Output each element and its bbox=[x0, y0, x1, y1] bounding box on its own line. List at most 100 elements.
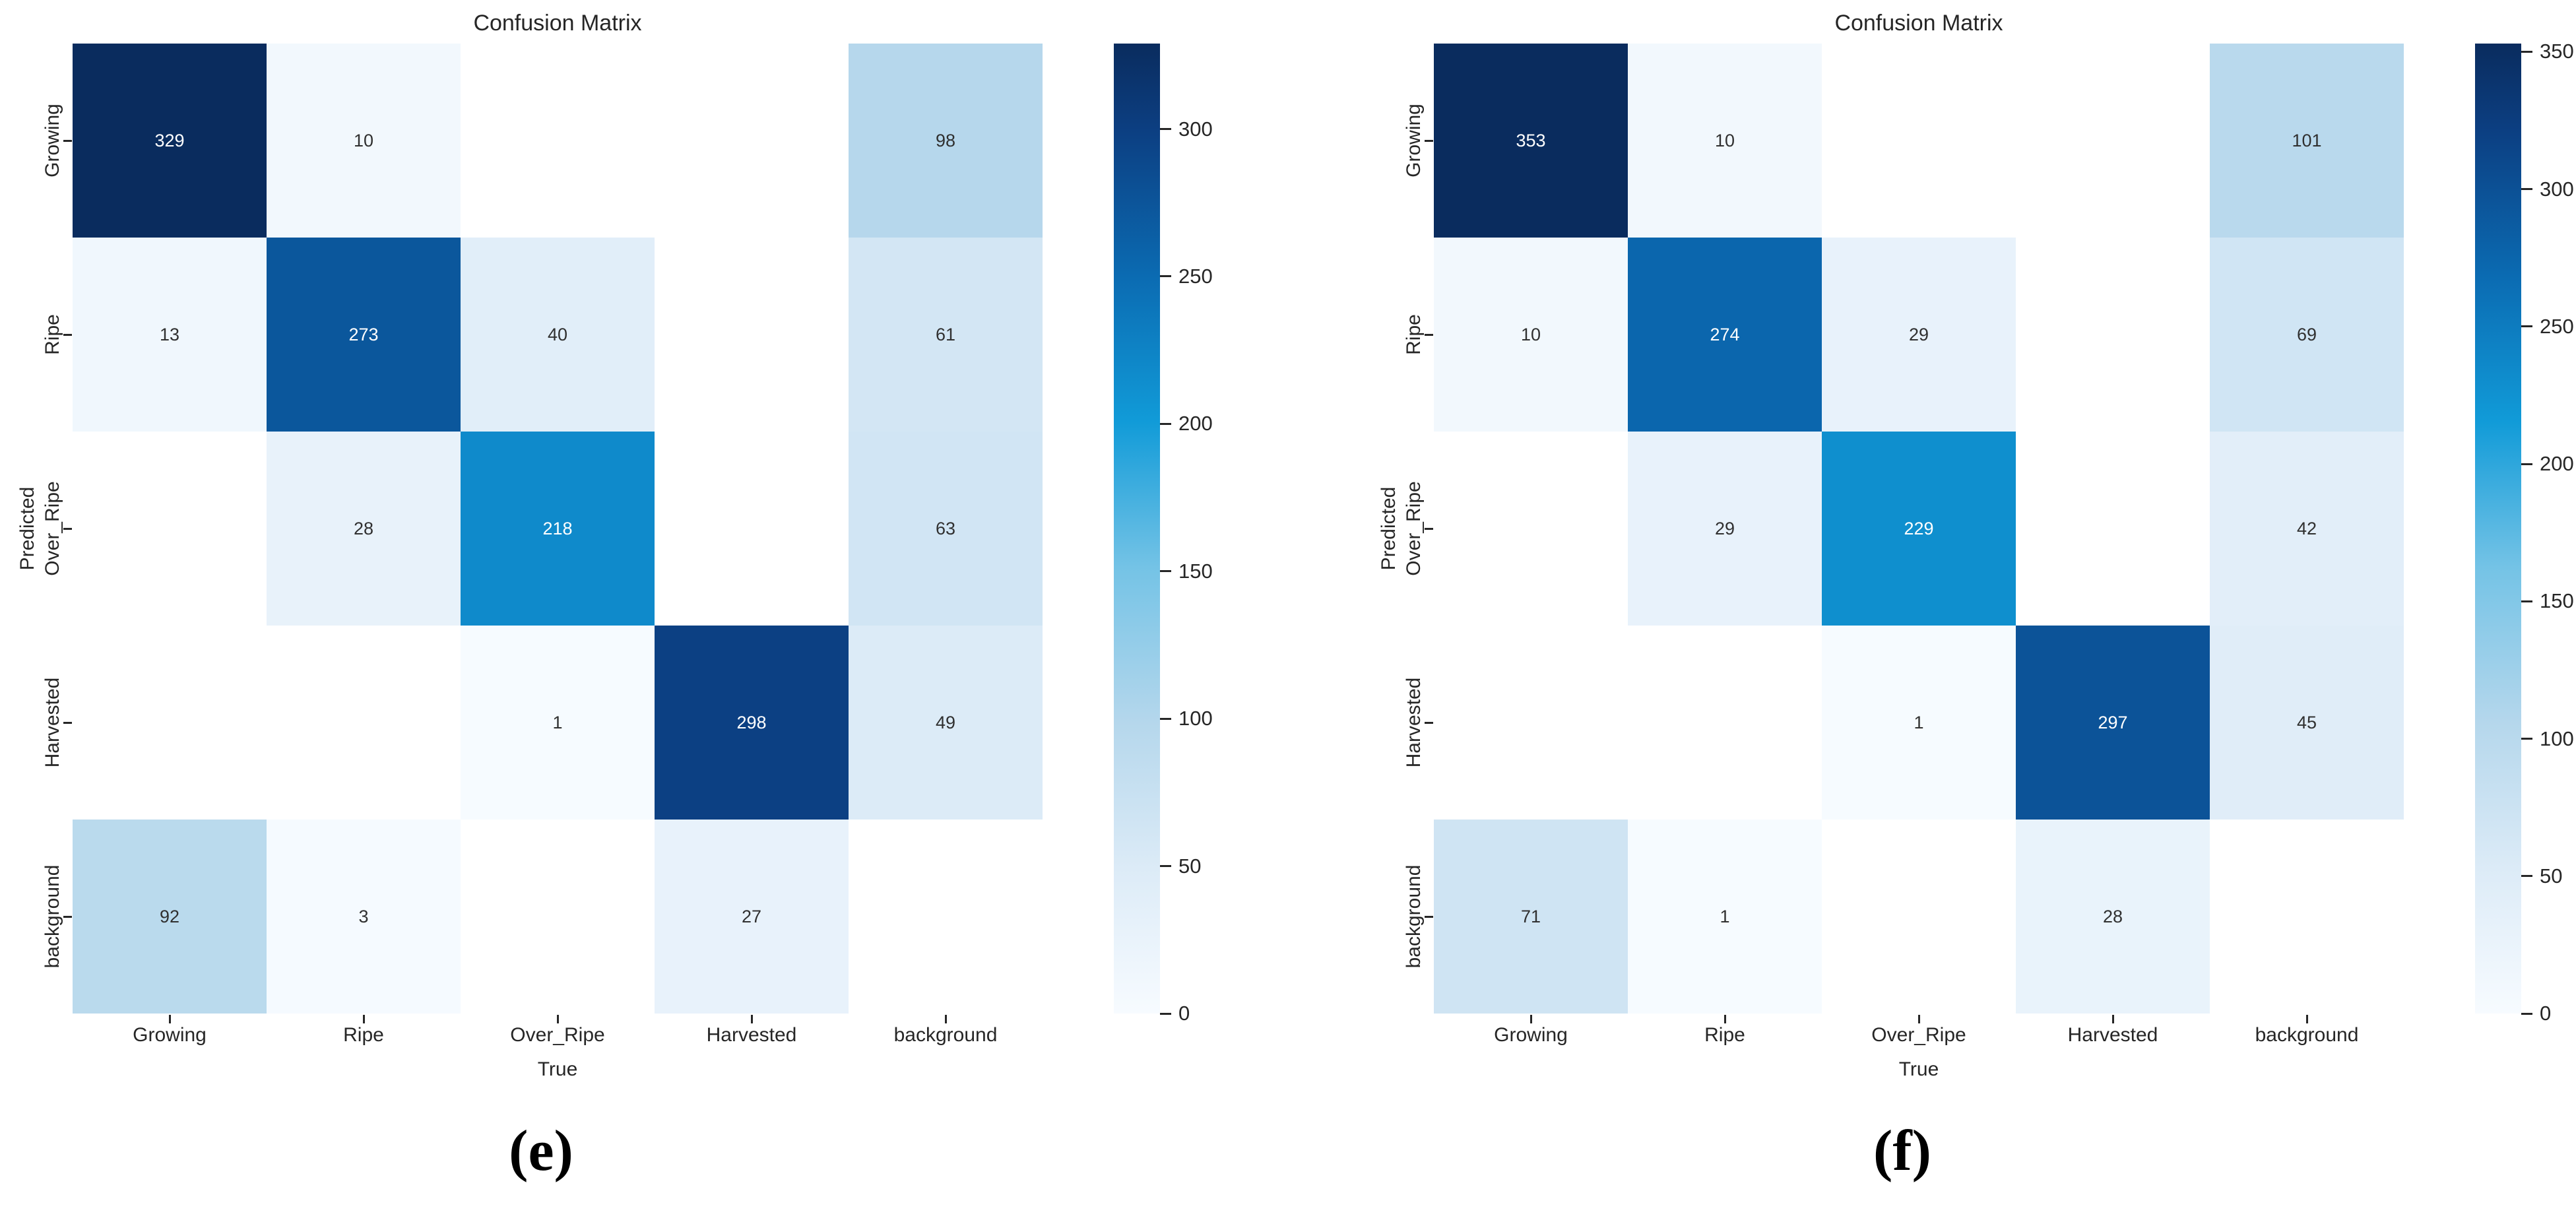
colorbar-tick-mark bbox=[1160, 422, 1171, 425]
heatmap-cell-background-Ripe: 3 bbox=[267, 820, 461, 1014]
x-tick-label-Over_Ripe: Over_Ripe bbox=[1871, 1024, 1966, 1046]
x-axis-label: True bbox=[1898, 1058, 1939, 1080]
heatmap-cell-Growing-Harvested bbox=[2016, 44, 2210, 238]
heatmap-cell-Harvested-Growing bbox=[1434, 626, 1628, 820]
heatmap-cell-Ripe-background: 69 bbox=[2210, 238, 2404, 432]
y-tick-mark bbox=[1425, 139, 1433, 142]
x-axis-label: True bbox=[537, 1058, 578, 1080]
x-tick-mark bbox=[944, 1015, 947, 1023]
colorbar-tick-label: 350 bbox=[2540, 40, 2574, 63]
colorbar-tick-label: 100 bbox=[1178, 707, 1213, 730]
heatmap-cell-Growing-background: 98 bbox=[849, 44, 1043, 238]
y-axis-label: Predicted bbox=[16, 486, 38, 571]
heatmap-cell-Harvested-Ripe bbox=[1628, 626, 1822, 820]
heatmap-cell-Harvested-Growing bbox=[73, 626, 267, 820]
y-tick-label-background: background bbox=[1403, 864, 1425, 969]
x-tick-mark bbox=[1723, 1015, 1726, 1023]
confusion-matrix-panel-e: Confusion Matrix 329 10 98 13 273 40 61 28 218 63… bbox=[0, 0, 1215, 1224]
panel-caption: (f) bbox=[1873, 1119, 1931, 1183]
y-tick-mark bbox=[63, 527, 72, 530]
x-tick-label-Ripe: Ripe bbox=[1704, 1024, 1745, 1046]
heatmap-cell-background-background bbox=[849, 820, 1043, 1014]
heatmap-grid: 329 10 98 13 273 40 61 28 218 63 1 298 49 92 3 27 bbox=[73, 44, 1043, 1014]
heatmap-cell-Growing-Growing: 353 bbox=[1434, 44, 1628, 238]
x-tick-label-background: background bbox=[893, 1024, 998, 1046]
colorbar-tick-mark bbox=[1160, 275, 1171, 278]
y-tick-mark bbox=[1425, 333, 1433, 336]
heatmap-cell-Ripe-Harvested bbox=[2016, 238, 2210, 432]
x-tick-mark bbox=[1917, 1015, 1920, 1023]
heatmap-cell-Over_Ripe-Ripe: 28 bbox=[267, 432, 461, 626]
heatmap-cell-Growing-Growing: 329 bbox=[73, 44, 267, 238]
colorbar-tick-mark bbox=[2521, 463, 2532, 465]
heatmap-cell-Over_Ripe-Growing bbox=[73, 432, 267, 626]
colorbar-tick-mark bbox=[1160, 717, 1171, 720]
heatmap-cell-Over_Ripe-background: 63 bbox=[849, 432, 1043, 626]
colorbar-tick-label: 300 bbox=[1178, 117, 1213, 141]
heatmap-cell-background-background bbox=[2210, 820, 2404, 1014]
heatmap-cell-background-Ripe: 1 bbox=[1628, 820, 1822, 1014]
colorbar-tick-label: 150 bbox=[2540, 589, 2574, 613]
colorbar-tick-label: 300 bbox=[2540, 177, 2574, 201]
confusion-matrix-panel-f: Confusion Matrix 353 10 101 10 274 29 69 29 229 4… bbox=[1361, 0, 2576, 1224]
heatmap-cell-Ripe-Over_Ripe: 29 bbox=[1822, 238, 2016, 432]
heatmap-cell-Over_Ripe-Harvested bbox=[2016, 432, 2210, 626]
heatmap-cell-background-Over_Ripe bbox=[1822, 820, 2016, 1014]
colorbar-tick-label: 200 bbox=[1178, 412, 1213, 435]
colorbar-tick-mark bbox=[1160, 865, 1171, 868]
panel-caption: (e) bbox=[509, 1119, 573, 1183]
colorbar-tick-label: 150 bbox=[1178, 559, 1213, 583]
heatmap-cell-Growing-Ripe: 10 bbox=[267, 44, 461, 238]
x-tick-label-background: background bbox=[2255, 1024, 2359, 1046]
x-tick-mark bbox=[750, 1015, 753, 1023]
y-tick-label-background: background bbox=[42, 864, 63, 969]
chart-title: Confusion Matrix bbox=[473, 11, 642, 36]
colorbar-tick-mark bbox=[1160, 570, 1171, 573]
heatmap-cell-Over_Ripe-background: 42 bbox=[2210, 432, 2404, 626]
colorbar-tick-mark bbox=[2521, 188, 2532, 191]
heatmap-cell-background-Harvested: 28 bbox=[2016, 820, 2210, 1014]
x-tick-label-Ripe: Ripe bbox=[343, 1024, 384, 1046]
heatmap-cell-Growing-Ripe: 10 bbox=[1628, 44, 1822, 238]
y-tick-mark bbox=[63, 333, 72, 336]
colorbar bbox=[2475, 44, 2521, 1014]
x-tick-label-Growing: Growing bbox=[1494, 1024, 1568, 1046]
x-tick-mark bbox=[2111, 1015, 2114, 1023]
heatmap-cell-Ripe-Growing: 13 bbox=[73, 238, 267, 432]
colorbar-tick-label: 250 bbox=[1178, 264, 1213, 288]
y-axis-label: Predicted bbox=[1378, 486, 1400, 571]
heatmap-cell-Growing-Over_Ripe bbox=[461, 44, 655, 238]
heatmap-cell-background-Growing: 71 bbox=[1434, 820, 1628, 1014]
heatmap-cell-Harvested-Harvested: 297 bbox=[2016, 626, 2210, 820]
x-tick-mark bbox=[556, 1015, 559, 1023]
colorbar-tick-label: 50 bbox=[1178, 854, 1202, 878]
y-tick-mark bbox=[1425, 915, 1433, 918]
x-tick-mark bbox=[362, 1015, 365, 1023]
heatmap-cell-background-Harvested: 27 bbox=[655, 820, 849, 1014]
colorbar-tick-mark bbox=[2521, 738, 2532, 740]
chart-title: Confusion Matrix bbox=[1834, 11, 2003, 36]
heatmap-cell-Harvested-Over_Ripe: 1 bbox=[461, 626, 655, 820]
heatmap-cell-Growing-background: 101 bbox=[2210, 44, 2404, 238]
colorbar-tick-label: 250 bbox=[2540, 314, 2574, 338]
x-tick-mark bbox=[1530, 1015, 1532, 1023]
colorbar-tick-mark bbox=[1160, 128, 1171, 131]
y-tick-label-Ripe: Ripe bbox=[42, 314, 63, 355]
y-tick-mark bbox=[1425, 721, 1433, 724]
y-tick-label-Harvested: Harvested bbox=[1403, 677, 1425, 768]
y-tick-mark bbox=[63, 915, 72, 918]
heatmap-cell-Growing-Harvested bbox=[655, 44, 849, 238]
x-tick-label-Harvested: Harvested bbox=[2067, 1024, 2158, 1046]
heatmap-grid: 353 10 101 10 274 29 69 29 229 42 1 297 45 71 1 28 bbox=[1434, 44, 2404, 1014]
colorbar-tick-mark bbox=[2521, 600, 2532, 602]
y-tick-mark bbox=[63, 139, 72, 142]
colorbar-tick-label: 200 bbox=[2540, 452, 2574, 476]
colorbar-tick-mark bbox=[2521, 875, 2532, 878]
heatmap-cell-Harvested-background: 49 bbox=[849, 626, 1043, 820]
heatmap-cell-Ripe-Ripe: 273 bbox=[267, 238, 461, 432]
heatmap-cell-background-Growing: 92 bbox=[73, 820, 267, 1014]
colorbar-tick-label: 100 bbox=[2540, 726, 2574, 750]
x-tick-label-Over_Ripe: Over_Ripe bbox=[510, 1024, 605, 1046]
colorbar-tick-mark bbox=[2521, 325, 2532, 328]
